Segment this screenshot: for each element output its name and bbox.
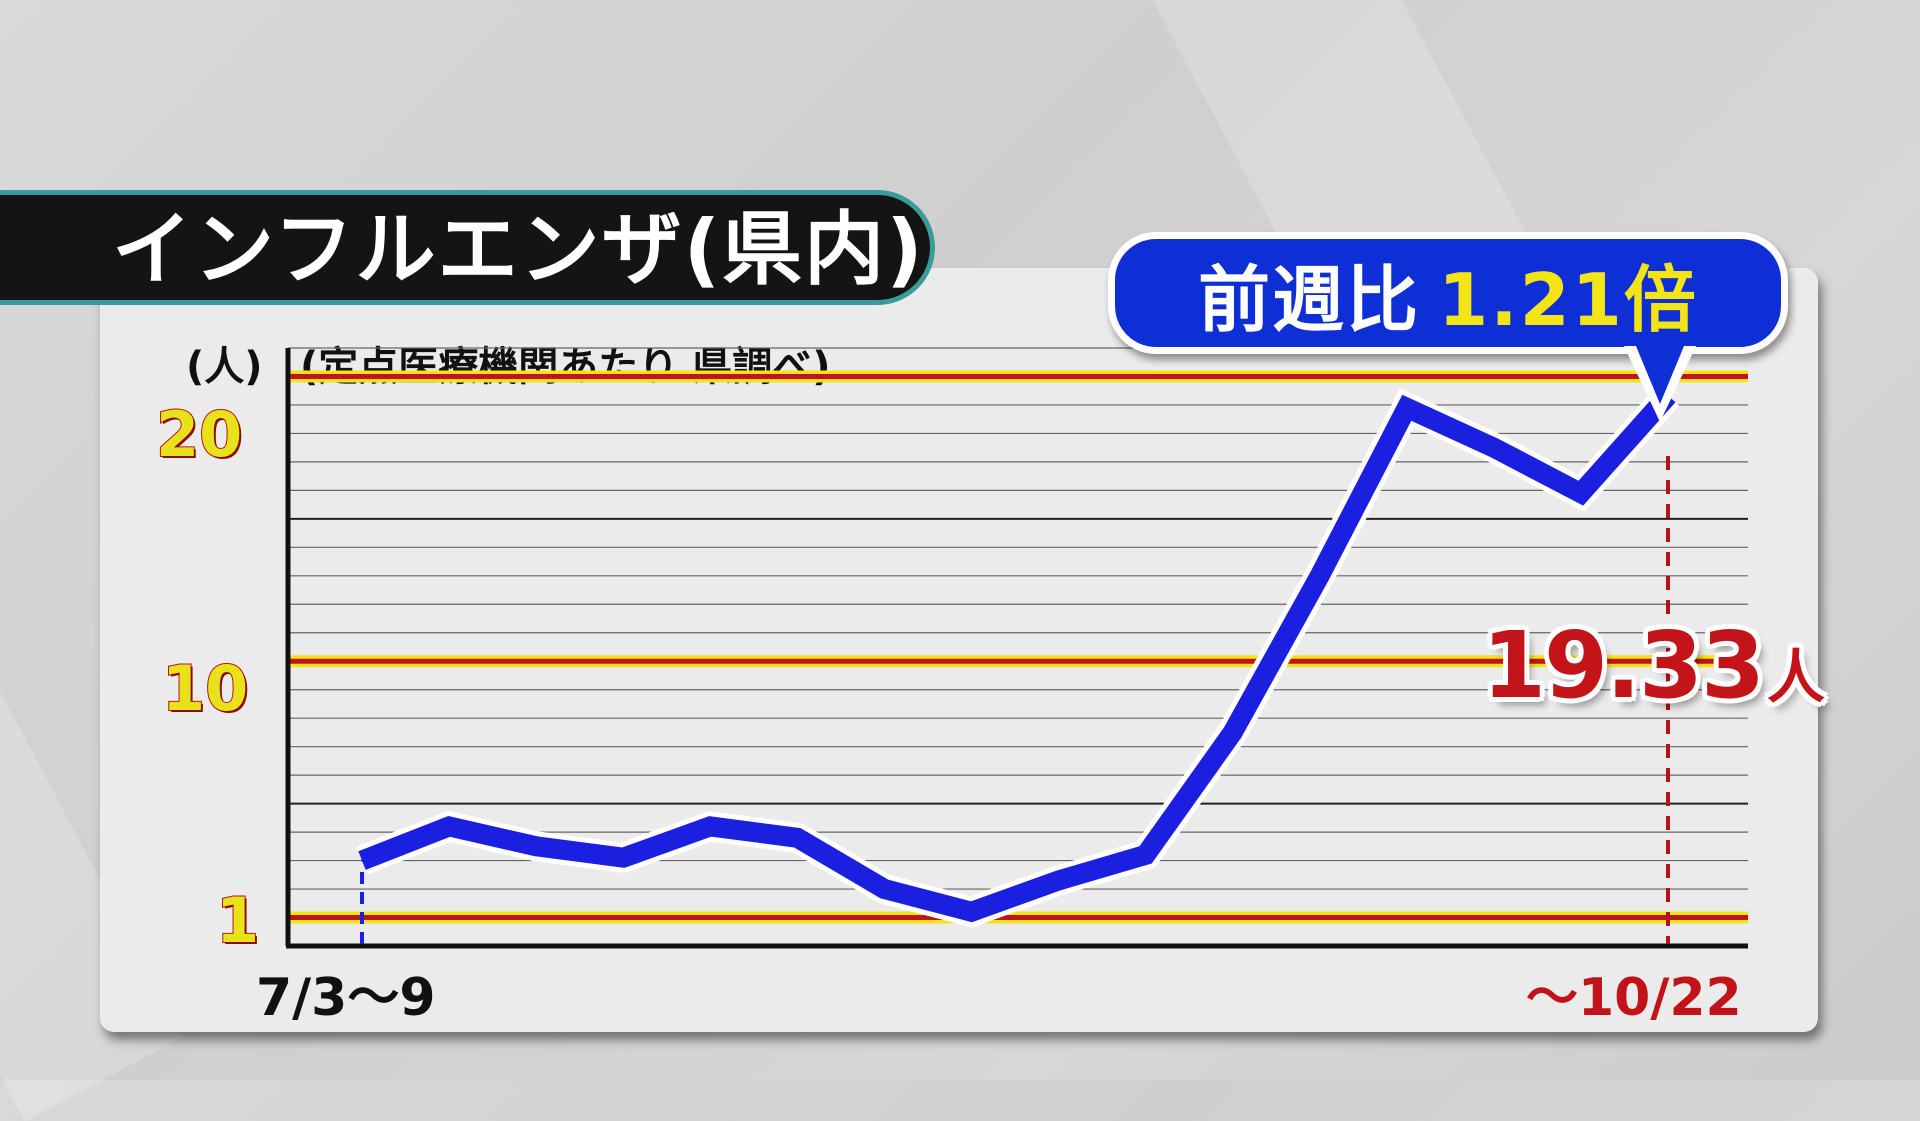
y-tick-10: 10 <box>161 651 249 726</box>
data-point-5 <box>796 836 799 839</box>
latest-value-callout: 19.33人 <box>1482 612 1825 719</box>
data-point-4 <box>709 825 712 828</box>
callout-unit: 人 <box>1767 643 1825 711</box>
data-point-10 <box>1231 731 1234 734</box>
data-point-7 <box>970 910 973 913</box>
data-point-6 <box>883 888 886 891</box>
callout-value: 19.33 <box>1482 612 1765 719</box>
x-tick-start: 7/3〜9 <box>256 968 436 1028</box>
title-banner <box>0 190 935 305</box>
y-tick-1: 1 <box>215 883 260 958</box>
y-tick-20: 20 <box>155 397 243 472</box>
chart-title: インフルエンザ(県内) <box>112 203 925 296</box>
data-point-13 <box>1492 446 1495 449</box>
badge-pointer <box>1624 346 1696 422</box>
data-point-11 <box>1318 574 1321 577</box>
week-over-week-badge: 前週比 1.21倍 <box>1108 232 1788 354</box>
reference-lines <box>288 370 1748 924</box>
series-line-outline <box>356 385 1680 928</box>
y-axis-unit: (人) <box>186 344 263 390</box>
data-point-1 <box>448 825 451 828</box>
data-point-2 <box>535 845 538 848</box>
ratio-value: 1.21倍 <box>1438 257 1698 342</box>
data-point-0 <box>361 859 363 862</box>
x-tick-end: 〜10/22 <box>1526 968 1742 1028</box>
data-point-12 <box>1405 406 1408 409</box>
data-point-9 <box>1144 853 1147 856</box>
ratio-label: 前週比 <box>1198 257 1421 342</box>
data-point-14 <box>1579 492 1582 495</box>
data-point-8 <box>1057 879 1060 882</box>
data-point-3 <box>622 856 625 859</box>
line-chart <box>285 347 1748 949</box>
series-line <box>358 388 1676 923</box>
